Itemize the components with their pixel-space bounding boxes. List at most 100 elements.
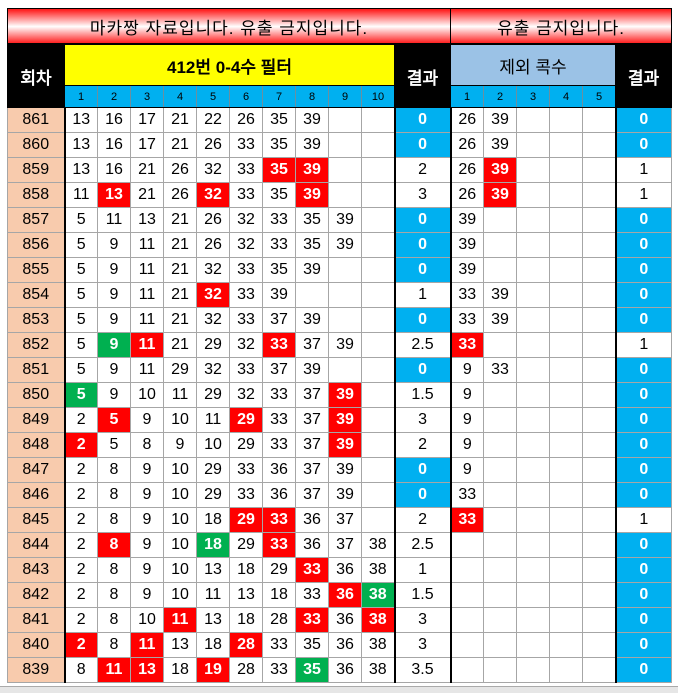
number-cell[interactable]: 39: [295, 357, 329, 383]
exclude-cell[interactable]: [582, 507, 617, 533]
number-cell[interactable]: 36: [328, 632, 362, 658]
number-cell[interactable]: 33: [295, 582, 329, 608]
exclude-cell[interactable]: 33: [450, 332, 485, 358]
number-cell[interactable]: 32: [229, 382, 263, 408]
number-cell[interactable]: 10: [130, 607, 164, 633]
round-cell[interactable]: 857: [7, 207, 66, 233]
number-cell[interactable]: 33: [229, 307, 263, 333]
number-cell[interactable]: 39: [328, 332, 362, 358]
exclude-cell[interactable]: [582, 282, 617, 308]
number-cell[interactable]: 33: [229, 182, 263, 208]
number-cell[interactable]: 5: [64, 357, 98, 383]
number-cell[interactable]: 26: [196, 232, 230, 258]
round-cell[interactable]: 861: [7, 107, 66, 133]
number-cell[interactable]: 26: [196, 132, 230, 158]
number-cell[interactable]: 37: [262, 307, 296, 333]
number-cell[interactable]: [328, 157, 362, 183]
exclude-cell[interactable]: [516, 482, 551, 508]
result-cell[interactable]: 0: [393, 107, 452, 133]
round-cell[interactable]: 855: [7, 257, 66, 283]
number-cell[interactable]: 29: [229, 432, 263, 458]
number-cell[interactable]: 33: [262, 632, 296, 658]
number-cell[interactable]: 26: [196, 207, 230, 233]
number-cell[interactable]: 5: [64, 332, 98, 358]
number-cell[interactable]: [328, 107, 362, 133]
exclude-cell[interactable]: 39: [483, 157, 518, 183]
number-cell[interactable]: 39: [295, 132, 329, 158]
exclude-cell[interactable]: [549, 332, 584, 358]
horizontal-scrollbar[interactable]: [0, 686, 678, 693]
number-cell[interactable]: 21: [163, 332, 197, 358]
number-cell[interactable]: 9: [97, 382, 131, 408]
number-cell[interactable]: 11: [130, 307, 164, 333]
number-cell[interactable]: 37: [328, 532, 362, 558]
number-cell[interactable]: 21: [163, 307, 197, 333]
number-cell[interactable]: 21: [130, 157, 164, 183]
result2-cell[interactable]: 0: [615, 607, 673, 633]
number-cell[interactable]: 28: [229, 632, 263, 658]
exclude-cell[interactable]: [516, 382, 551, 408]
round-cell[interactable]: 859: [7, 157, 66, 183]
number-cell[interactable]: 10: [163, 507, 197, 533]
exclude-cell[interactable]: [483, 207, 518, 233]
number-cell[interactable]: 18: [229, 607, 263, 633]
number-cell[interactable]: 32: [196, 182, 230, 208]
number-cell[interactable]: [328, 257, 362, 283]
number-cell[interactable]: 8: [97, 507, 131, 533]
number-cell[interactable]: 32: [196, 307, 230, 333]
exclude-cell[interactable]: [549, 482, 584, 508]
number-cell[interactable]: [328, 182, 362, 208]
exclude-cell[interactable]: 39: [450, 207, 485, 233]
number-cell[interactable]: 13: [196, 557, 230, 583]
exclude-cell[interactable]: 33: [450, 482, 485, 508]
number-cell[interactable]: 38: [361, 582, 396, 608]
number-cell[interactable]: [361, 482, 396, 508]
exclude-cell[interactable]: [582, 132, 617, 158]
number-cell[interactable]: 8: [97, 632, 131, 658]
number-cell[interactable]: 5: [97, 432, 131, 458]
exclude-cell[interactable]: [483, 557, 518, 583]
number-cell[interactable]: 11: [130, 232, 164, 258]
exclude-cell[interactable]: [483, 482, 518, 508]
round-cell[interactable]: 848: [7, 432, 66, 458]
exclude-cell[interactable]: 9: [450, 407, 485, 433]
round-cell[interactable]: 851: [7, 357, 66, 383]
exclude-cell[interactable]: [483, 457, 518, 483]
number-cell[interactable]: 9: [130, 582, 164, 608]
exclude-cell[interactable]: [483, 332, 518, 358]
result-cell[interactable]: 2.5: [393, 332, 452, 358]
number-cell[interactable]: 18: [229, 557, 263, 583]
exclude-cell[interactable]: [582, 382, 617, 408]
exclude-cell[interactable]: [516, 582, 551, 608]
exclude-cell[interactable]: [549, 357, 584, 383]
exclude-cell[interactable]: [483, 407, 518, 433]
exclude-cell[interactable]: [582, 182, 617, 208]
number-cell[interactable]: [361, 282, 396, 308]
round-cell[interactable]: 856: [7, 232, 66, 258]
number-cell[interactable]: 35: [295, 232, 329, 258]
number-cell[interactable]: 36: [328, 657, 362, 683]
result-cell[interactable]: 1: [393, 557, 452, 583]
exclude-cell[interactable]: [516, 632, 551, 658]
number-cell[interactable]: 8: [97, 582, 131, 608]
exclude-cell[interactable]: [450, 532, 485, 558]
number-cell[interactable]: 8: [97, 532, 131, 558]
exclude-cell[interactable]: [483, 607, 518, 633]
exclude-cell[interactable]: [582, 557, 617, 583]
number-cell[interactable]: [361, 332, 396, 358]
number-cell[interactable]: 33: [229, 357, 263, 383]
exclude-cell[interactable]: [450, 632, 485, 658]
number-cell[interactable]: 33: [262, 332, 296, 358]
result-cell[interactable]: 3: [393, 607, 452, 633]
number-cell[interactable]: 11: [130, 257, 164, 283]
number-cell[interactable]: 22: [196, 107, 230, 133]
number-cell[interactable]: [328, 132, 362, 158]
exclude-cell[interactable]: 33: [450, 282, 485, 308]
number-cell[interactable]: 32: [196, 257, 230, 283]
number-cell[interactable]: 10: [130, 382, 164, 408]
number-cell[interactable]: 38: [361, 607, 396, 633]
number-cell[interactable]: [361, 457, 396, 483]
number-cell[interactable]: 11: [97, 207, 131, 233]
number-cell[interactable]: 37: [328, 507, 362, 533]
number-cell[interactable]: 36: [262, 482, 296, 508]
